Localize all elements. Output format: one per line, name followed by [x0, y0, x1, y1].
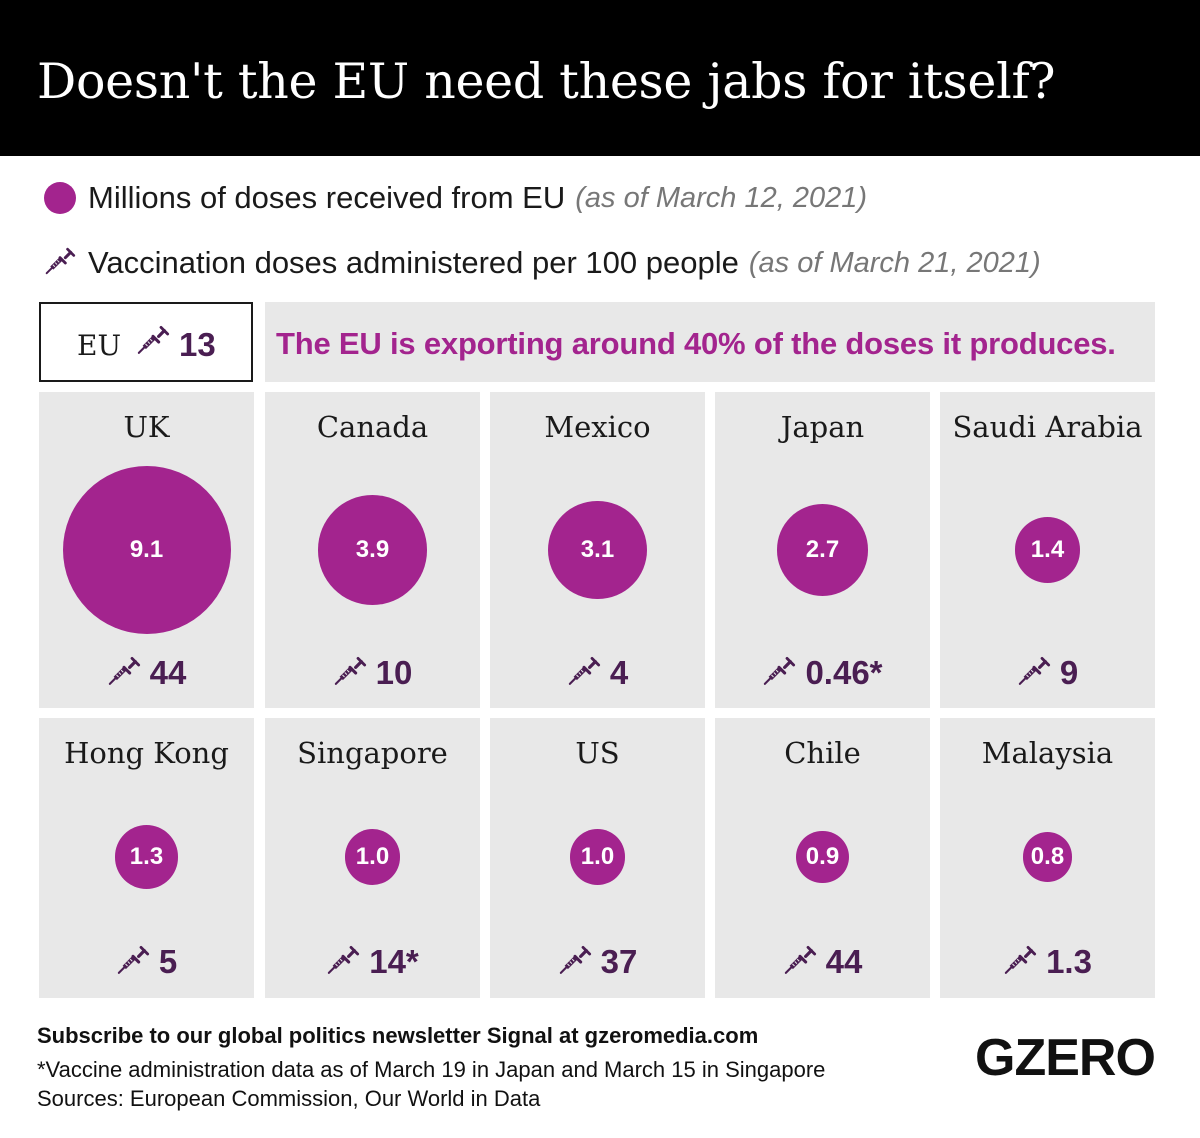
country-name: Japan — [780, 410, 865, 444]
vax-value: 44 — [149, 654, 187, 691]
subscribe-line: Subscribe to our global politics newslet… — [37, 1023, 759, 1048]
dose-value: 9.1 — [129, 536, 164, 563]
country-name: Mexico — [544, 410, 651, 444]
vax-value: 4 — [609, 654, 629, 691]
vax-value: 37 — [600, 943, 638, 980]
syringe-icon — [136, 325, 170, 359]
syringe-icon — [1003, 945, 1037, 979]
vax-row: 37 — [490, 942, 705, 982]
country-tile: Canada 3.9 10 — [265, 392, 480, 708]
dose-bubble: 0.8 — [1022, 832, 1073, 882]
country-name: UK — [123, 410, 170, 444]
eu-vax-value: 13 — [179, 326, 216, 363]
gzero-logo: GZERO — [975, 1029, 1156, 1087]
vax-row: 4 — [490, 653, 705, 693]
banner-text: The EU is exporting around 40% of the do… — [276, 326, 1116, 361]
legend-vax: Vaccination doses administered per 100 p… — [44, 243, 1041, 283]
syringe-icon — [762, 656, 796, 690]
vax-row: 9 — [940, 653, 1155, 693]
syringe-icon — [333, 656, 367, 690]
dose-bubble: 2.7 — [776, 504, 869, 596]
legend-doses-note: (as of March 12, 2021) — [575, 181, 867, 214]
dose-bubble: 9.1 — [62, 466, 231, 634]
country-name: Canada — [316, 410, 429, 444]
vax-row: 10 — [265, 653, 480, 693]
vax-value: 9 — [1059, 654, 1079, 691]
country-tile: Mexico 3.1 4 — [490, 392, 705, 708]
country-name: Saudi Arabia — [952, 410, 1143, 444]
legend-doses: Millions of doses received from EU (as o… — [44, 178, 867, 218]
dose-bubble: 1.4 — [1014, 517, 1081, 583]
chart-title: Doesn't the EU need these jabs for itsel… — [37, 53, 1056, 110]
vax-value: 10 — [375, 654, 413, 691]
sources: Sources: European Commission, Our World … — [37, 1086, 541, 1111]
dose-bubble: 3.1 — [548, 500, 647, 600]
vax-row: 0.46* — [715, 653, 930, 693]
dose-value: 2.7 — [805, 535, 840, 563]
circle-icon — [44, 182, 76, 214]
syringe-icon — [558, 945, 592, 979]
syringe-icon — [783, 945, 817, 979]
country-tile: Malaysia 0.8 1.3 — [940, 718, 1155, 998]
dose-bubble: 1.0 — [569, 829, 626, 885]
country-tile: Hong Kong 1.3 5 — [39, 718, 254, 998]
country-name: Hong Kong — [64, 736, 229, 770]
country-tile: Japan 2.7 0.46* — [715, 392, 930, 708]
country-name: Singapore — [297, 736, 448, 770]
export-banner: The EU is exporting around 40% of the do… — [265, 302, 1155, 382]
dose-value: 1.0 — [355, 842, 390, 870]
vax-row: 14* — [265, 942, 480, 982]
country-tile: UK 9.1 44 — [39, 392, 254, 708]
vax-row: 1.3 — [940, 942, 1155, 982]
legend-vax-label: Vaccination doses administered per 100 p… — [88, 245, 739, 280]
dose-bubble: 1.3 — [114, 825, 179, 889]
vax-row: 44 — [715, 942, 930, 982]
syringe-icon — [1017, 656, 1051, 690]
country-name: Malaysia — [981, 736, 1114, 770]
title-bar: Doesn't the EU need these jabs for itsel… — [0, 0, 1200, 156]
dose-value: 0.9 — [805, 842, 840, 870]
syringe-icon — [44, 247, 76, 279]
dose-value: 1.3 — [129, 842, 164, 870]
legend-vax-note: (as of March 21, 2021) — [748, 246, 1041, 279]
syringe-icon — [107, 656, 141, 690]
vax-value: 14* — [369, 943, 419, 980]
legend-doses-label: Millions of doses received from EU — [88, 180, 566, 215]
vax-row: 44 — [39, 653, 254, 693]
syringe-icon — [116, 945, 150, 979]
country-tile: Singapore 1.0 14* — [265, 718, 480, 998]
dose-value: 1.4 — [1030, 535, 1065, 563]
country-name: US — [575, 736, 620, 770]
dose-value: 3.1 — [580, 535, 615, 563]
vax-value: 0.46* — [805, 654, 883, 691]
eu-box: EU 13 — [39, 302, 253, 382]
syringe-icon — [326, 945, 360, 979]
country-tile: Saudi Arabia 1.4 9 — [940, 392, 1155, 708]
vax-value: 5 — [158, 943, 178, 980]
eu-label: EU — [77, 329, 122, 362]
dose-bubble: 3.9 — [317, 495, 428, 605]
dose-value: 3.9 — [355, 535, 390, 563]
country-tile: Chile 0.9 44 — [715, 718, 930, 998]
vax-value: 44 — [825, 943, 863, 980]
dose-bubble: 0.9 — [796, 830, 849, 884]
country-tile: US 1.0 37 — [490, 718, 705, 998]
country-name: Chile — [784, 736, 861, 770]
dose-value: 1.0 — [580, 842, 615, 870]
vax-value: 1.3 — [1046, 943, 1092, 980]
footnote: *Vaccine administration data as of March… — [37, 1057, 826, 1082]
vax-row: 5 — [39, 942, 254, 982]
syringe-icon — [567, 656, 601, 690]
dose-bubble: 1.0 — [344, 829, 401, 885]
dose-value: 0.8 — [1030, 842, 1065, 870]
